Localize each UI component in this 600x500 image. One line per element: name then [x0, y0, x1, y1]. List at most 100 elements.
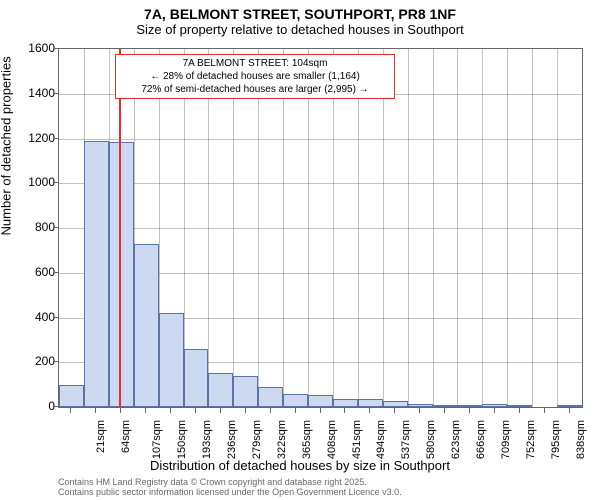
- x-tick: [569, 408, 570, 413]
- x-tick: [344, 408, 345, 413]
- histogram-bar: [283, 394, 308, 407]
- histogram-bar: [457, 405, 482, 407]
- gridline-v: [532, 49, 533, 407]
- gridline-v: [258, 49, 259, 407]
- y-tick: [53, 317, 58, 318]
- x-tick-label: 666sqm: [475, 420, 487, 459]
- x-tick: [320, 408, 321, 413]
- footer-line2: Contains public sector information licen…: [58, 488, 402, 498]
- gridline-v: [557, 49, 558, 407]
- x-tick: [444, 408, 445, 413]
- x-tick: [519, 408, 520, 413]
- x-tick: [145, 408, 146, 413]
- chart-title: 7A, BELMONT STREET, SOUTHPORT, PR8 1NF: [0, 0, 600, 22]
- y-tick: [53, 182, 58, 183]
- gridline-h: [59, 228, 582, 229]
- x-tick: [195, 408, 196, 413]
- histogram-bar: [433, 405, 458, 407]
- gridline-v: [283, 49, 284, 407]
- y-tick-label: 800: [15, 220, 55, 234]
- x-tick-label: 623sqm: [450, 420, 462, 459]
- x-tick: [494, 408, 495, 413]
- x-axis-label: Distribution of detached houses by size …: [0, 458, 600, 473]
- y-tick-label: 1600: [15, 41, 55, 55]
- annotation-box: 7A BELMONT STREET: 104sqm ← 28% of detac…: [115, 54, 395, 99]
- histogram-bar: [134, 244, 159, 407]
- y-tick: [53, 227, 58, 228]
- y-tick-label: 200: [15, 354, 55, 368]
- x-tick: [469, 408, 470, 413]
- gridline-v: [233, 49, 234, 407]
- annotation-line3: 72% of semi-detached houses are larger (…: [120, 83, 390, 96]
- histogram-bar: [258, 387, 283, 407]
- x-tick-label: 150sqm: [176, 420, 188, 459]
- y-tick: [53, 138, 58, 139]
- x-tick-label: 580sqm: [425, 420, 437, 459]
- x-tick: [369, 408, 370, 413]
- y-tick: [53, 272, 58, 273]
- gridline-h: [59, 139, 582, 140]
- x-tick: [70, 408, 71, 413]
- gridline-v: [333, 49, 334, 407]
- highlight-line: [119, 49, 121, 407]
- x-tick: [419, 408, 420, 413]
- histogram-bar: [109, 142, 134, 407]
- histogram-bar: [308, 395, 333, 407]
- y-tick: [53, 48, 58, 49]
- y-tick: [53, 406, 58, 407]
- x-tick: [120, 408, 121, 413]
- gridline-v: [358, 49, 359, 407]
- x-tick: [95, 408, 96, 413]
- y-tick-label: 1000: [15, 175, 55, 189]
- x-tick: [270, 408, 271, 413]
- y-axis-label: Number of detached properties: [0, 56, 14, 235]
- x-tick-label: 193sqm: [201, 420, 213, 459]
- chart-subtitle: Size of property relative to detached ho…: [0, 22, 600, 41]
- gridline-v: [457, 49, 458, 407]
- gridline-h: [59, 183, 582, 184]
- x-tick-label: 494sqm: [376, 420, 388, 459]
- gridline-v: [482, 49, 483, 407]
- histogram-bar: [358, 399, 383, 407]
- histogram-bar: [84, 141, 109, 407]
- histogram-bar: [557, 405, 582, 407]
- histogram-bar: [184, 349, 209, 407]
- x-tick-label: 64sqm: [120, 420, 132, 453]
- gridline-v: [208, 49, 209, 407]
- x-tick: [170, 408, 171, 413]
- x-tick-label: 279sqm: [251, 420, 263, 459]
- gridline-v: [433, 49, 434, 407]
- y-tick-label: 1400: [15, 86, 55, 100]
- histogram-bar: [159, 313, 184, 407]
- footer-text: Contains HM Land Registry data © Crown c…: [58, 478, 402, 498]
- histogram-bar: [507, 405, 532, 407]
- annotation-line1: 7A BELMONT STREET: 104sqm: [120, 57, 390, 70]
- plot-area: [58, 48, 583, 408]
- x-tick: [394, 408, 395, 413]
- histogram-bar: [208, 373, 233, 407]
- histogram-bar: [59, 385, 84, 407]
- x-tick-label: 408sqm: [326, 420, 338, 459]
- chart-container: 7A, BELMONT STREET, SOUTHPORT, PR8 1NF S…: [0, 0, 600, 500]
- gridline-v: [507, 49, 508, 407]
- y-tick-label: 400: [15, 310, 55, 324]
- x-tick-label: 838sqm: [575, 420, 587, 459]
- x-tick: [295, 408, 296, 413]
- histogram-bar: [482, 404, 507, 407]
- x-tick: [544, 408, 545, 413]
- x-tick-label: 451sqm: [351, 420, 363, 459]
- histogram-bar: [383, 401, 408, 407]
- y-tick: [53, 361, 58, 362]
- histogram-bar: [408, 404, 433, 407]
- x-tick: [220, 408, 221, 413]
- x-tick-label: 107sqm: [151, 420, 163, 459]
- gridline-v: [408, 49, 409, 407]
- y-tick-label: 600: [15, 265, 55, 279]
- x-tick-label: 795sqm: [550, 420, 562, 459]
- histogram-bar: [333, 399, 358, 407]
- annotation-line2: ← 28% of detached houses are smaller (1,…: [120, 70, 390, 83]
- y-tick: [53, 93, 58, 94]
- gridline-v: [308, 49, 309, 407]
- gridline-v: [383, 49, 384, 407]
- histogram-bar: [233, 376, 258, 407]
